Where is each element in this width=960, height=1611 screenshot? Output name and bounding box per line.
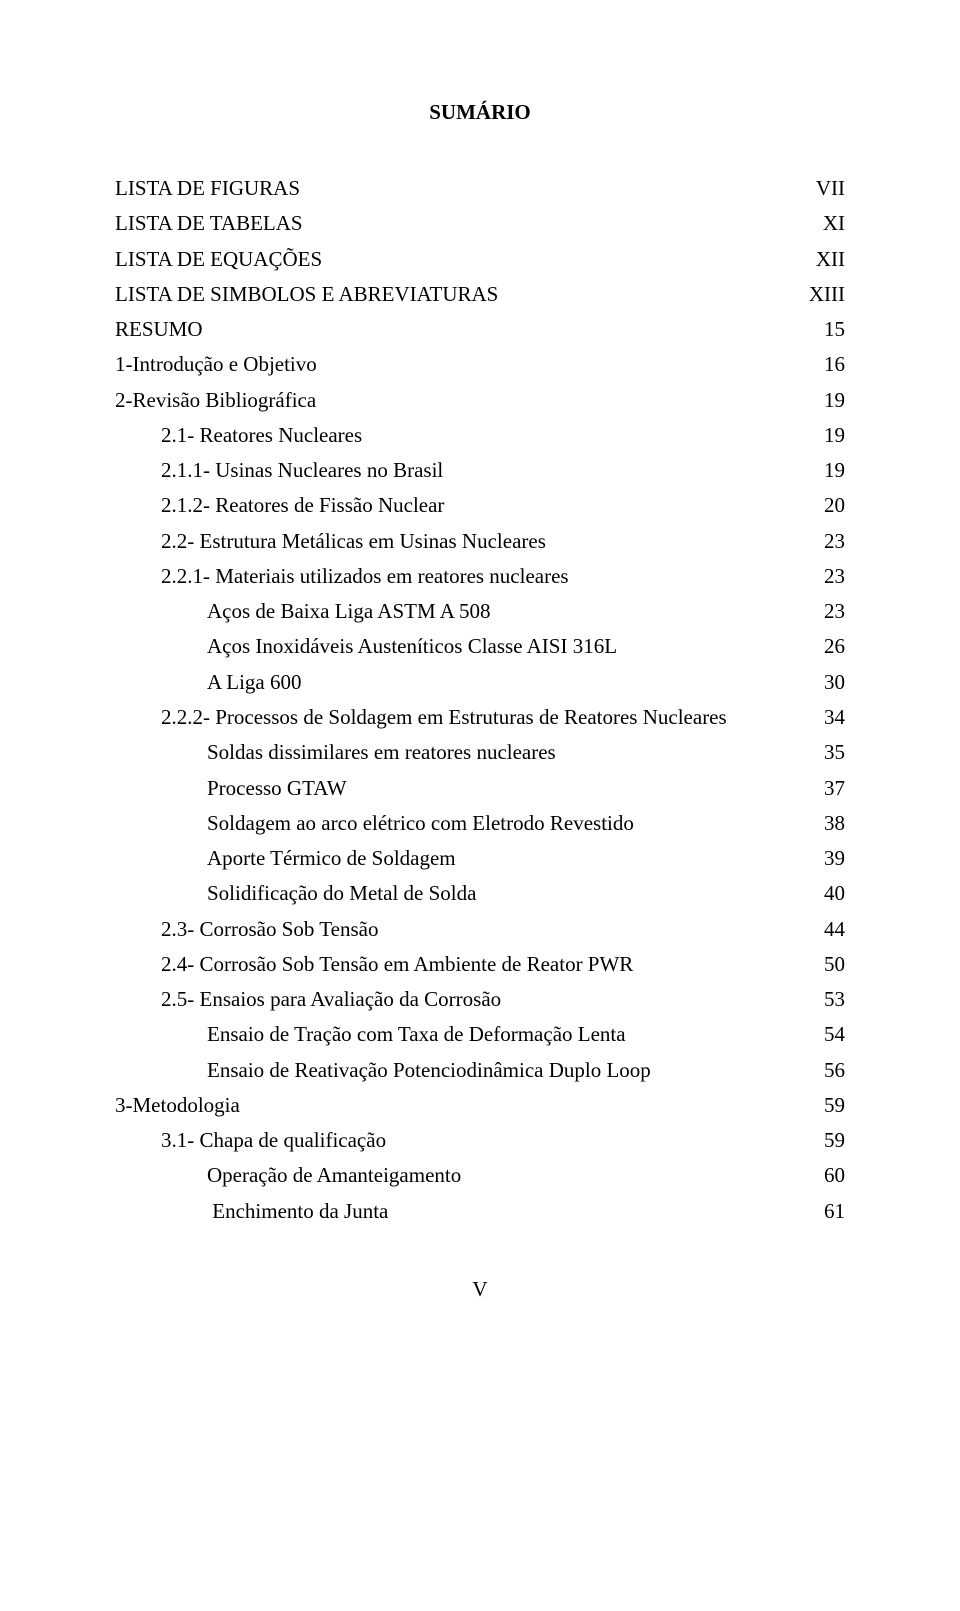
- toc-entry-page: 37: [816, 771, 845, 806]
- toc-entry: Ensaio de Tração com Taxa de Deformação …: [115, 1017, 845, 1052]
- toc-entry: 2.2- Estrutura Metálicas em Usinas Nucle…: [115, 524, 845, 559]
- toc-entry-page: 54: [816, 1017, 845, 1052]
- toc-entry-label: Operação de Amanteigamento: [115, 1158, 461, 1193]
- toc-entry-label: LISTA DE FIGURAS: [115, 171, 300, 206]
- toc-entry: LISTA DE EQUAÇÕES XII: [115, 242, 845, 277]
- toc-entry-page: 23: [816, 559, 845, 594]
- toc-entry-label: Enchimento da Junta: [115, 1194, 388, 1229]
- toc-entry-label: 2.2.2- Processos de Soldagem em Estrutur…: [115, 700, 727, 735]
- footer-page-number: V: [115, 1277, 845, 1302]
- toc-list: LISTA DE FIGURASVIILISTA DE TABELASXILIS…: [115, 171, 845, 1229]
- toc-entry: 2.1- Reatores Nucleares 19: [115, 418, 845, 453]
- toc-entry-label: 2-Revisão Bibliográfica: [115, 383, 316, 418]
- toc-entry-page: 15: [816, 312, 845, 347]
- toc-entry: Solidificação do Metal de Solda 40: [115, 876, 845, 911]
- toc-entry-page: 19: [816, 383, 845, 418]
- toc-entry-page: 20: [816, 488, 845, 523]
- toc-entry-label: LISTA DE TABELAS: [115, 206, 303, 241]
- toc-entry-label: 1-Introdução e Objetivo: [115, 347, 317, 382]
- toc-entry-page: 53: [816, 982, 845, 1017]
- toc-entry: LISTA DE FIGURAS VII: [115, 171, 845, 206]
- toc-entry-label: LISTA DE SIMBOLOS E ABREVIATURAS: [115, 277, 498, 312]
- toc-entry: LISTA DE TABELAS XI: [115, 206, 845, 241]
- toc-entry-label: 2.1.2- Reatores de Fissão Nuclear: [115, 488, 444, 523]
- toc-entry: 2.1.1- Usinas Nucleares no Brasil 19: [115, 453, 845, 488]
- toc-entry-page: 23: [816, 524, 845, 559]
- toc-entry-page: 19: [816, 418, 845, 453]
- toc-entry-label: Aços Inoxidáveis Austeníticos Classe AIS…: [115, 629, 617, 664]
- toc-entry: Aços Inoxidáveis Austeníticos Classe AIS…: [115, 629, 845, 664]
- toc-entry: 2.2.1- Materiais utilizados em reatores …: [115, 559, 845, 594]
- toc-entry: Operação de Amanteigamento 60: [115, 1158, 845, 1193]
- toc-entry: Enchimento da Junta 61: [115, 1194, 845, 1229]
- toc-entry-page: 50: [816, 947, 845, 982]
- toc-entry: 1-Introdução e Objetivo 16: [115, 347, 845, 382]
- toc-entry: 2-Revisão Bibliográfica 19: [115, 383, 845, 418]
- toc-entry-page: 44: [816, 912, 845, 947]
- toc-entry-label: Soldas dissimilares em reatores nucleare…: [115, 735, 556, 770]
- toc-entry-label: 2.5- Ensaios para Avaliação da Corrosão: [115, 982, 501, 1017]
- page-title: SUMÁRIO: [115, 100, 845, 125]
- toc-entry-page: 59: [816, 1123, 845, 1158]
- toc-entry: 2.1.2- Reatores de Fissão Nuclear 20: [115, 488, 845, 523]
- toc-entry-label: 2.3- Corrosão Sob Tensão: [115, 912, 378, 947]
- toc-entry: LISTA DE SIMBOLOS E ABREVIATURAS XIII: [115, 277, 845, 312]
- toc-entry-page: 59: [816, 1088, 845, 1123]
- toc-entry-page: XII: [808, 242, 845, 277]
- toc-entry-page: 56: [816, 1053, 845, 1088]
- toc-entry-label: Ensaio de Reativação Potenciodinâmica Du…: [115, 1053, 651, 1088]
- toc-entry: Processo GTAW 37: [115, 771, 845, 806]
- toc-entry-label: 2.2.1- Materiais utilizados em reatores …: [115, 559, 569, 594]
- toc-entry: Soldas dissimilares em reatores nucleare…: [115, 735, 845, 770]
- toc-entry-label: Processo GTAW: [115, 771, 347, 806]
- toc-entry: A Liga 600 30: [115, 665, 845, 700]
- toc-entry-label: 2.2- Estrutura Metálicas em Usinas Nucle…: [115, 524, 546, 559]
- toc-entry-page: 34: [816, 700, 845, 735]
- toc-entry-page: 39: [816, 841, 845, 876]
- toc-entry: 2.5- Ensaios para Avaliação da Corrosão 5…: [115, 982, 845, 1017]
- toc-entry-page: XI: [815, 206, 845, 241]
- toc-entry: Ensaio de Reativação Potenciodinâmica Du…: [115, 1053, 845, 1088]
- toc-entry-label: Solidificação do Metal de Solda: [115, 876, 476, 911]
- toc-entry-page: XIII: [801, 277, 845, 312]
- toc-entry-label: Aporte Térmico de Soldagem: [115, 841, 456, 876]
- toc-entry: Soldagem ao arco elétrico com Eletrodo R…: [115, 806, 845, 841]
- toc-entry-page: 26: [816, 629, 845, 664]
- toc-entry-page: 35: [816, 735, 845, 770]
- toc-entry-label: Aços de Baixa Liga ASTM A 508: [115, 594, 490, 629]
- toc-entry-label: 3.1- Chapa de qualificação: [115, 1123, 386, 1158]
- toc-entry: 2.3- Corrosão Sob Tensão 44: [115, 912, 845, 947]
- toc-entry-page: 23: [816, 594, 845, 629]
- toc-entry: Aços de Baixa Liga ASTM A 508 23: [115, 594, 845, 629]
- toc-entry: 3.1- Chapa de qualificação 59: [115, 1123, 845, 1158]
- toc-entry-page: 61: [816, 1194, 845, 1229]
- toc-entry-label: 2.4- Corrosão Sob Tensão em Ambiente de …: [115, 947, 633, 982]
- toc-entry: RESUMO 15: [115, 312, 845, 347]
- toc-entry: 2.2.2- Processos de Soldagem em Estrutur…: [115, 700, 845, 735]
- toc-entry-page: 30: [816, 665, 845, 700]
- toc-entry-label: Ensaio de Tração com Taxa de Deformação …: [115, 1017, 626, 1052]
- toc-entry-label: 2.1- Reatores Nucleares: [115, 418, 362, 453]
- toc-entry-page: 60: [816, 1158, 845, 1193]
- toc-entry-label: A Liga 600: [115, 665, 302, 700]
- toc-entry-label: RESUMO: [115, 312, 203, 347]
- toc-entry-label: Soldagem ao arco elétrico com Eletrodo R…: [115, 806, 634, 841]
- toc-entry-page: 19: [816, 453, 845, 488]
- toc-entry: 3-Metodologia 59: [115, 1088, 845, 1123]
- toc-entry-page: 16: [816, 347, 845, 382]
- toc-entry-page: VII: [808, 171, 845, 206]
- toc-entry-page: 38: [816, 806, 845, 841]
- toc-entry-label: 2.1.1- Usinas Nucleares no Brasil: [115, 453, 443, 488]
- toc-entry-page: 40: [816, 876, 845, 911]
- toc-entry: 2.4- Corrosão Sob Tensão em Ambiente de …: [115, 947, 845, 982]
- toc-entry-label: LISTA DE EQUAÇÕES: [115, 242, 322, 277]
- toc-entry-label: 3-Metodologia: [115, 1088, 240, 1123]
- toc-entry: Aporte Térmico de Soldagem 39: [115, 841, 845, 876]
